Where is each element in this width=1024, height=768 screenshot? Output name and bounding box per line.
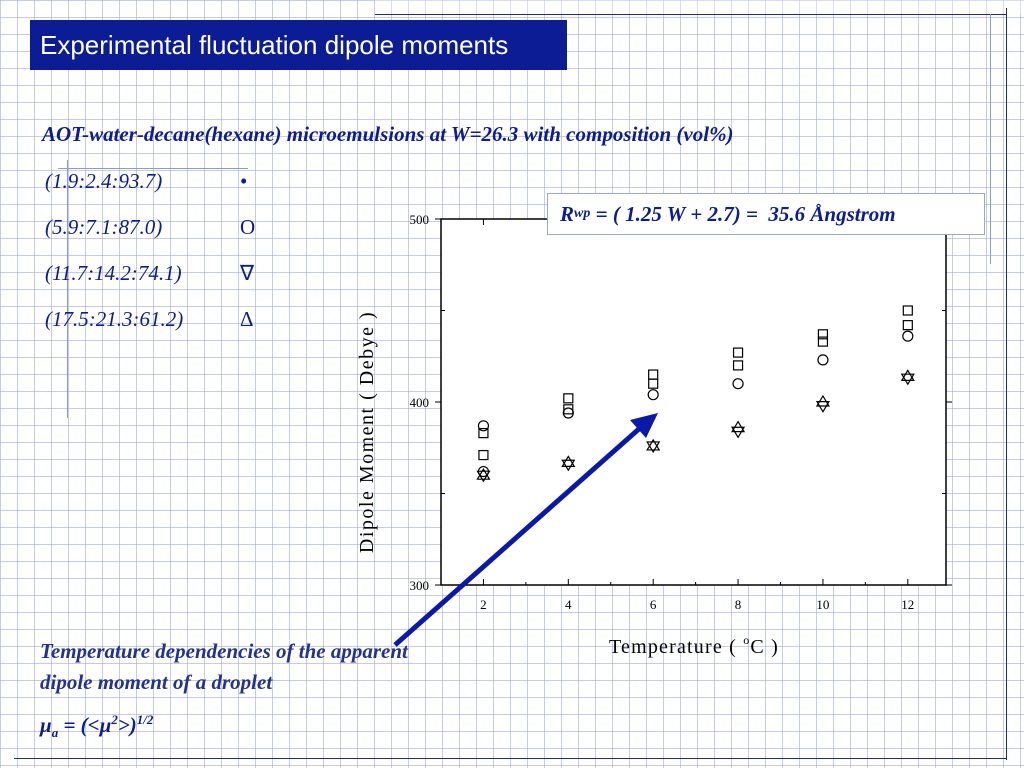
triangle-up-point (476, 468, 491, 480)
x-axis-label-start: Temperature ( (609, 636, 743, 658)
square-point (563, 404, 574, 415)
triangle-up-point (815, 394, 830, 407)
mu2-symbol: μ (99, 713, 112, 737)
arrow-head (630, 413, 658, 438)
plot-area (440, 218, 947, 586)
deco-line-left (67, 160, 68, 418)
frame-right (1006, 8, 1007, 760)
triangle-up-point (646, 438, 661, 451)
square-point (648, 378, 659, 389)
composition-label: (1.9:2.4:93.7) (45, 169, 163, 193)
x-tick-label: 6 (650, 597, 657, 612)
composition-symbol: Δ (240, 307, 254, 331)
composition-row-1: (1.9:2.4:93.7) • (45, 169, 247, 194)
triangle-down-point (646, 441, 661, 454)
frame-bottom (14, 758, 1007, 759)
square-point (817, 336, 829, 347)
tick-labels: 2 4 6 8 10 12 300 400 500 (410, 212, 915, 612)
triangle-down-point (476, 470, 491, 483)
triangle-up-point (561, 455, 576, 467)
x-tick-label: 2 (480, 597, 487, 612)
frame-top (375, 14, 1006, 15)
square-point (902, 320, 913, 331)
slide-title: Experimental fluctuation dipole moments (30, 20, 567, 70)
composition-row-2: (5.9:7.1:87.0) O (45, 215, 255, 240)
mu-subscript: a (51, 725, 59, 741)
composition-row-3: (11.7:14.2:74.1) ∇ (45, 261, 254, 286)
circle-point (732, 378, 744, 390)
half-power: 1/2 (136, 712, 154, 727)
x-tick-label: 4 (565, 597, 572, 612)
x-axis-label: Temperature ( oC ) (609, 633, 779, 658)
circle-point (562, 407, 574, 419)
triangle-down-point (815, 401, 830, 413)
x-axis-label-degree: o (743, 633, 750, 647)
square-point (478, 449, 489, 461)
square-point (563, 393, 574, 404)
x-axis-label-end: C ) (750, 636, 779, 658)
formula-eq: = (< (58, 713, 100, 737)
triangle-down-point (561, 459, 576, 472)
mu2-power: 2 (111, 712, 118, 727)
triangle-down-point (730, 426, 746, 439)
square-point (732, 347, 744, 358)
rwp-symbol: R (560, 201, 575, 226)
y-tick-label: 300 (410, 578, 430, 593)
composition-symbol: O (240, 215, 256, 239)
square-point (478, 428, 489, 439)
data-points (476, 305, 915, 483)
mu-symbol: μ (40, 713, 52, 737)
composition-row-4: (17.5:21.3:61.2) Δ (45, 307, 254, 332)
arrow (393, 413, 658, 647)
circle-point (647, 389, 659, 401)
square-point (817, 329, 829, 340)
figure-caption: Temperature dependencies of the apparent… (40, 639, 408, 694)
deco-line-right (990, 14, 991, 264)
x-tick-label: 8 (735, 597, 742, 612)
y-tick-label: 500 (410, 212, 430, 227)
circle-point (902, 330, 914, 342)
circle-point (477, 420, 490, 432)
y-tick-label: 400 (410, 395, 430, 410)
circle-point (817, 354, 829, 366)
composition-symbol: • (240, 169, 248, 193)
x-tick-label: 12 (901, 597, 914, 612)
y-axis-label: Dipole Moment ( Debye ) (356, 311, 378, 553)
composition-heading: AOT-water-decane(hexane) microemulsions … (42, 122, 734, 146)
triangle-up-point (900, 369, 915, 381)
plot-frame (440, 218, 947, 586)
rwp-formula-text: = ( 1.25 W + 2.7) = 35.6 Ångstrom (590, 201, 896, 226)
rwp-subscript: wp (574, 206, 591, 221)
deco-line-top (58, 168, 248, 169)
triangle-up-point (730, 420, 746, 433)
composition-label: (17.5:21.3:61.2) (45, 307, 184, 331)
x-tick-label: 10 (816, 597, 829, 612)
formula-close: >) (117, 713, 137, 737)
dipole-formula: μa = (<μ2>)1/2 (40, 712, 153, 741)
arrow-shaft (393, 426, 642, 647)
slide-title-text: Experimental fluctuation dipole moments (40, 29, 509, 60)
composition-symbol: ∇ (240, 261, 255, 285)
header-strip (375, 0, 1024, 14)
composition-label: (11.7:14.2:74.1) (45, 261, 182, 285)
square-point (902, 305, 913, 316)
square-point (732, 360, 744, 371)
triangle-down-point (900, 373, 915, 386)
composition-label: (5.9:7.1:87.0) (45, 215, 163, 239)
